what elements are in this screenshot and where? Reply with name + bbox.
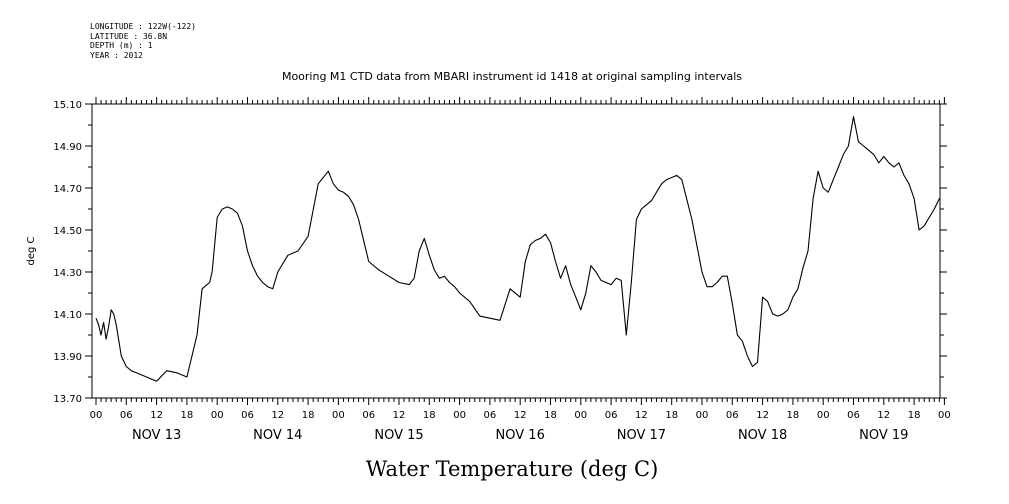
x-tick-label: 12 bbox=[393, 410, 406, 421]
x-day-label: NOV 18 bbox=[738, 428, 787, 443]
x-day-label: NOV 19 bbox=[859, 428, 908, 443]
x-day-label: NOV 17 bbox=[617, 428, 666, 443]
x-tick-label: 06 bbox=[484, 410, 497, 421]
y-tick-label: 13.90 bbox=[53, 352, 82, 363]
x-tick-label: 18 bbox=[423, 410, 436, 421]
x-tick-label: 18 bbox=[787, 410, 800, 421]
x-day-label: NOV 16 bbox=[496, 428, 545, 443]
depth-label: DEPTH (m) : 1 bbox=[90, 41, 153, 50]
y-axis: 13.70 13.90 14.10 14.30 14.50 14.70 14.90 15.10 bbox=[53, 100, 947, 405]
x-tick-label: 12 bbox=[150, 410, 163, 421]
x-axis-label: Water Temperature (deg C) bbox=[366, 457, 659, 481]
x-tick-label: 06 bbox=[120, 410, 133, 421]
x-tick-label: 00 bbox=[90, 410, 103, 421]
x-tick-label: 18 bbox=[908, 410, 921, 421]
x-tick-label: 18 bbox=[181, 410, 194, 421]
x-tick-label: 00 bbox=[938, 410, 951, 421]
x-tick-label: 00 bbox=[332, 410, 345, 421]
y-tick-label: 14.30 bbox=[53, 268, 82, 279]
y-tick-label: 14.10 bbox=[53, 310, 82, 321]
chart-title: Mooring M1 CTD data from MBARI instrumen… bbox=[282, 70, 742, 83]
x-tick-label: 00 bbox=[696, 410, 709, 421]
x-day-label: NOV 15 bbox=[374, 428, 423, 443]
y-tick-label: 14.70 bbox=[53, 184, 82, 195]
x-tick-label: 06 bbox=[362, 410, 375, 421]
x-tick-label: 06 bbox=[726, 410, 739, 421]
x-tick-label: 06 bbox=[605, 410, 618, 421]
x-tick-label: 18 bbox=[302, 410, 315, 421]
x-tick-label: 12 bbox=[877, 410, 890, 421]
x-tick-label: 00 bbox=[817, 410, 830, 421]
y-tick-label: 13.70 bbox=[53, 394, 82, 405]
y-tick-label: 14.90 bbox=[53, 142, 82, 153]
x-tick-label: 12 bbox=[514, 410, 527, 421]
x-tick-label: 00 bbox=[574, 410, 587, 421]
x-tick-label: 06 bbox=[241, 410, 254, 421]
x-axis: 00 06 12 18 00 06 12 18 00 06 12 18 00 06 12 18 00 06 12 18… bbox=[90, 97, 951, 443]
x-tick-label: 00 bbox=[211, 410, 224, 421]
metadata-block: LONGITUDE : 122W(-122) LATITUDE : 36.8N … bbox=[90, 22, 196, 60]
y-axis-label: deg C bbox=[26, 236, 37, 265]
series-layer bbox=[95, 116, 940, 382]
x-day-label: NOV 13 bbox=[132, 428, 181, 443]
x-day-label: NOV 14 bbox=[253, 428, 302, 443]
x-tick-label: 06 bbox=[847, 410, 860, 421]
x-tick-label: 12 bbox=[756, 410, 769, 421]
x-tick-label: 18 bbox=[665, 410, 678, 421]
x-tick-label: 18 bbox=[544, 410, 557, 421]
plot-frame bbox=[91, 103, 941, 399]
year-label: YEAR : 2012 bbox=[90, 50, 143, 60]
x-tick-label: 12 bbox=[635, 410, 648, 421]
temperature-series-line bbox=[95, 116, 940, 382]
latitude-label: LATITUDE : 36.8N bbox=[90, 31, 168, 41]
y-tick-label: 15.10 bbox=[53, 100, 82, 111]
x-tick-label: 12 bbox=[271, 410, 284, 421]
x-tick-label: 00 bbox=[453, 410, 466, 421]
y-tick-label: 14.50 bbox=[53, 226, 82, 237]
longitude-label: LONGITUDE : 122W(-122) bbox=[90, 22, 196, 31]
